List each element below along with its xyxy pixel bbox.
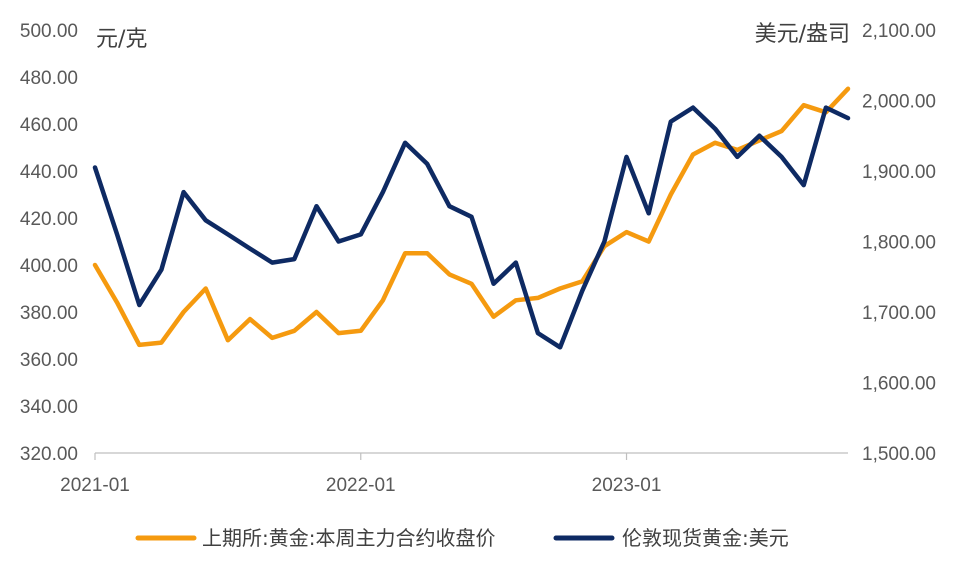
left-axis-tick-label: 380.00 [20, 303, 78, 324]
right-axis-unit-label: 美元/盎司 [755, 22, 850, 47]
left-axis-tick-label: 480.00 [20, 68, 78, 89]
left-axis-tick-label: 400.00 [20, 256, 78, 277]
legend-label: 上期所:黄金:本周主力合约收盘价 [202, 526, 495, 550]
left-axis-tick-label: 500.00 [20, 21, 78, 42]
left-axis-tick-label: 340.00 [20, 397, 78, 418]
x-axis: 2021-01 2022-01 2023-01 [60, 452, 848, 496]
left-axis-unit-label: 元/克 [96, 27, 147, 52]
right-axis-tick-label: 1,800.00 [862, 233, 936, 254]
left-axis-tick-label: 420.00 [20, 209, 78, 230]
left-axis-ticks: 320.00 340.00 360.00 380.00 400.00 420.00 440.… [20, 21, 78, 465]
left-axis-tick-label: 440.00 [20, 162, 78, 183]
right-axis-ticks: 1,500.00 1,600.00 1,700.00 1,800.00 1,900.00… [862, 21, 936, 465]
left-axis-tick-label: 360.00 [20, 350, 78, 371]
right-axis-tick-label: 2,000.00 [862, 92, 936, 113]
x-axis-tick-label: 2022-01 [326, 475, 396, 496]
series-line-2 [92, 105, 851, 350]
legend: 上期所:黄金:本周主力合约收盘价 伦敦现货黄金:美元 [135, 526, 789, 550]
legend-label: 伦敦现货黄金:美元 [622, 526, 789, 550]
right-axis-tick-label: 1,600.00 [862, 374, 936, 395]
x-axis-tick-label: 2021-01 [60, 475, 130, 496]
right-axis-tick-label: 2,100.00 [862, 21, 936, 42]
series-line-1 [92, 86, 851, 348]
x-axis-tick-label: 2023-01 [592, 475, 662, 496]
left-axis-tick-label: 460.00 [20, 115, 78, 136]
right-axis-tick-label: 1,700.00 [862, 303, 936, 324]
left-axis-tick-label: 320.00 [20, 444, 78, 465]
right-axis-tick-label: 1,900.00 [862, 162, 936, 183]
right-axis-tick-label: 1,500.00 [862, 444, 936, 465]
series-layer [92, 86, 851, 350]
